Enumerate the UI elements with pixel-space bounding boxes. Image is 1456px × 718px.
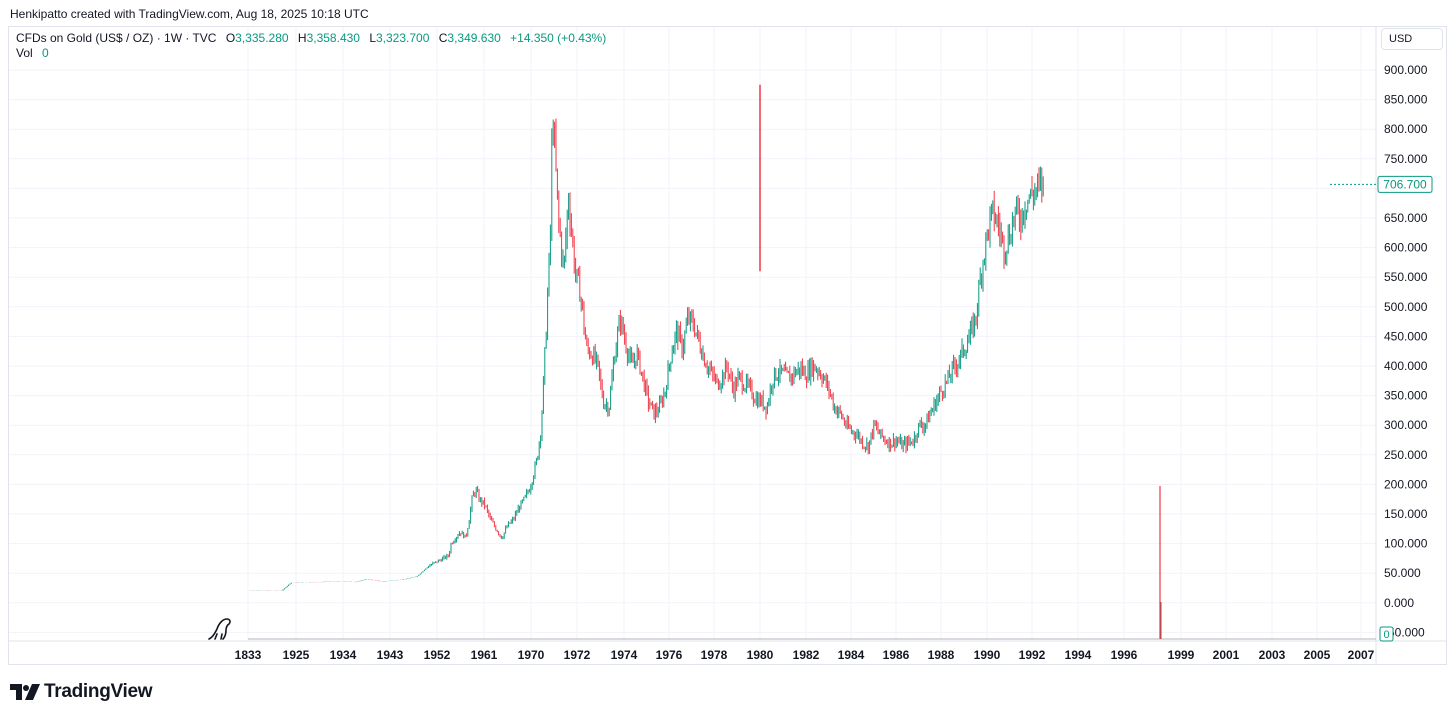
tradingview-logo[interactable]: TradingView bbox=[10, 681, 153, 703]
x-tick-label: 1833 bbox=[235, 648, 262, 662]
y-tick-label: 350.000 bbox=[1384, 389, 1428, 403]
y-tick-label: 100.000 bbox=[1384, 537, 1428, 551]
change-value: +14.350 (+0.43%) bbox=[510, 31, 607, 45]
chart-frame bbox=[8, 26, 1447, 665]
x-tick-label: 1934 bbox=[330, 648, 357, 662]
currency-button[interactable]: USD bbox=[1381, 28, 1443, 50]
last-price-label: 706.700 bbox=[1383, 177, 1427, 191]
x-tick-label: 1976 bbox=[656, 648, 683, 662]
high-label: H bbox=[297, 31, 307, 45]
y-tick-label: 550.000 bbox=[1384, 270, 1428, 284]
x-tick-label: 1982 bbox=[793, 648, 820, 662]
ohlc-row: CFDs on Gold (US$ / OZ) · 1W · TVC O3,33… bbox=[16, 31, 606, 46]
x-tick-label: 1994 bbox=[1065, 648, 1092, 662]
x-tick-label: 1972 bbox=[564, 648, 591, 662]
x-tick-label: 1970 bbox=[518, 648, 545, 662]
y-tick-label: 850.000 bbox=[1384, 93, 1428, 107]
x-tick-label: 2003 bbox=[1259, 648, 1286, 662]
chart-attribution: Henkipatto created with TradingView.com,… bbox=[10, 7, 369, 21]
x-tick-label: 1952 bbox=[424, 648, 451, 662]
symbol-name[interactable]: CFDs on Gold (US$ / OZ) · 1W · TVC bbox=[16, 31, 217, 45]
x-tick-label: 1986 bbox=[883, 648, 910, 662]
chart-legend: CFDs on Gold (US$ / OZ) · 1W · TVC O3,33… bbox=[16, 31, 606, 61]
low-label: L bbox=[369, 31, 376, 45]
close-label: C bbox=[438, 31, 448, 45]
x-tick-label: 2007 bbox=[1348, 648, 1375, 662]
last-price-box bbox=[1377, 175, 1433, 193]
volume-row: Vol 0 bbox=[16, 46, 606, 61]
x-tick-label: 1984 bbox=[838, 648, 865, 662]
y-tick-label: 450.000 bbox=[1384, 329, 1428, 343]
y-tick-label: 150.000 bbox=[1384, 507, 1428, 521]
x-tick-label: 2005 bbox=[1304, 648, 1331, 662]
x-tick-label: 1999 bbox=[1168, 648, 1195, 662]
x-tick-label: 1961 bbox=[471, 648, 498, 662]
volume-value-box bbox=[1379, 626, 1394, 642]
y-tick-label: 50.000 bbox=[1384, 566, 1421, 580]
y-tick-label: 300.000 bbox=[1384, 418, 1428, 432]
y-tick-label: -50.000 bbox=[1384, 625, 1425, 639]
x-tick-label: 1925 bbox=[283, 648, 310, 662]
x-tick-label: 1996 bbox=[1111, 648, 1138, 662]
volume-value-label: 0 bbox=[1383, 629, 1389, 641]
y-tick-label: 800.000 bbox=[1384, 122, 1428, 136]
low-value: 3,323.700 bbox=[376, 31, 430, 45]
y-tick-label: 650.000 bbox=[1384, 211, 1428, 225]
x-tick-label: 1974 bbox=[611, 648, 638, 662]
y-tick-label: 250.000 bbox=[1384, 448, 1428, 462]
open-label: O bbox=[225, 31, 236, 45]
y-tick-label: 900.000 bbox=[1384, 63, 1428, 77]
brand-name: TradingView bbox=[44, 681, 153, 702]
y-tick-label: 200.000 bbox=[1384, 477, 1428, 491]
y-tick-label: 0.000 bbox=[1384, 596, 1414, 610]
x-tick-label: 1978 bbox=[701, 648, 728, 662]
volume-label[interactable]: Vol bbox=[16, 46, 33, 60]
x-tick-label: 1943 bbox=[377, 648, 404, 662]
tradingview-logo-icon bbox=[10, 684, 40, 700]
x-tick-label: 1980 bbox=[747, 648, 774, 662]
y-tick-label: 400.000 bbox=[1384, 359, 1428, 373]
volume-value: 0 bbox=[42, 46, 49, 60]
x-tick-label: 1988 bbox=[928, 648, 955, 662]
high-value: 3,358.430 bbox=[306, 31, 360, 45]
x-tick-label: 1990 bbox=[974, 648, 1001, 662]
y-tick-label: 500.000 bbox=[1384, 300, 1428, 314]
y-tick-label: 600.000 bbox=[1384, 241, 1428, 255]
close-value: 3,349.630 bbox=[447, 31, 501, 45]
x-tick-label: 2001 bbox=[1213, 648, 1240, 662]
x-tick-label: 1992 bbox=[1019, 648, 1046, 662]
dino-icon bbox=[208, 618, 231, 640]
y-tick-label: 750.000 bbox=[1384, 152, 1428, 166]
open-value: 3,335.280 bbox=[235, 31, 289, 45]
